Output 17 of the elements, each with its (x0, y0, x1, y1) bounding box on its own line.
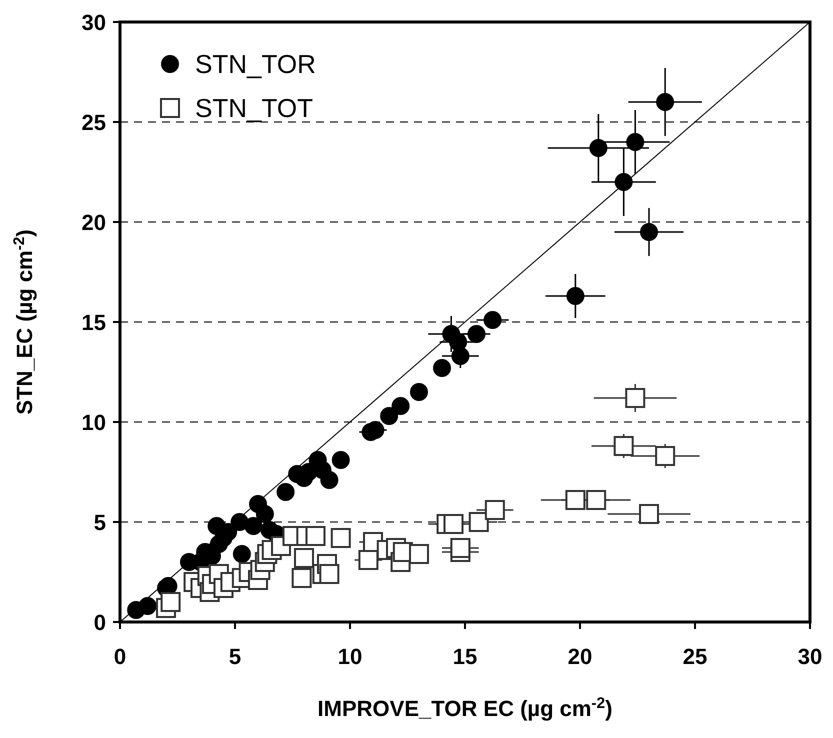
y-tick-label: 25 (82, 110, 106, 135)
y-tick-label: 5 (94, 510, 106, 535)
legend-label: STN_TOT (195, 93, 314, 123)
y-tick-label: 20 (82, 210, 106, 235)
x-tick-label: 25 (682, 644, 708, 669)
y-tick-label: 0 (94, 610, 106, 635)
x-tick-label: 15 (452, 644, 478, 669)
legend-label: STN_TOR (195, 49, 316, 79)
x-tick-label: 5 (228, 644, 242, 669)
y-tick-label: 15 (82, 310, 106, 335)
x-tick-label: 0 (114, 644, 126, 669)
y-tick-label: 10 (82, 410, 106, 435)
x-tick-label: 10 (338, 644, 362, 669)
x-tick-label: 20 (568, 644, 592, 669)
x-tick-label: 30 (798, 644, 822, 669)
y-tick-label: 30 (82, 10, 106, 35)
x-axis-title: IMPROVE_TOR EC (µg cm$^{-2}$) (318, 694, 612, 721)
